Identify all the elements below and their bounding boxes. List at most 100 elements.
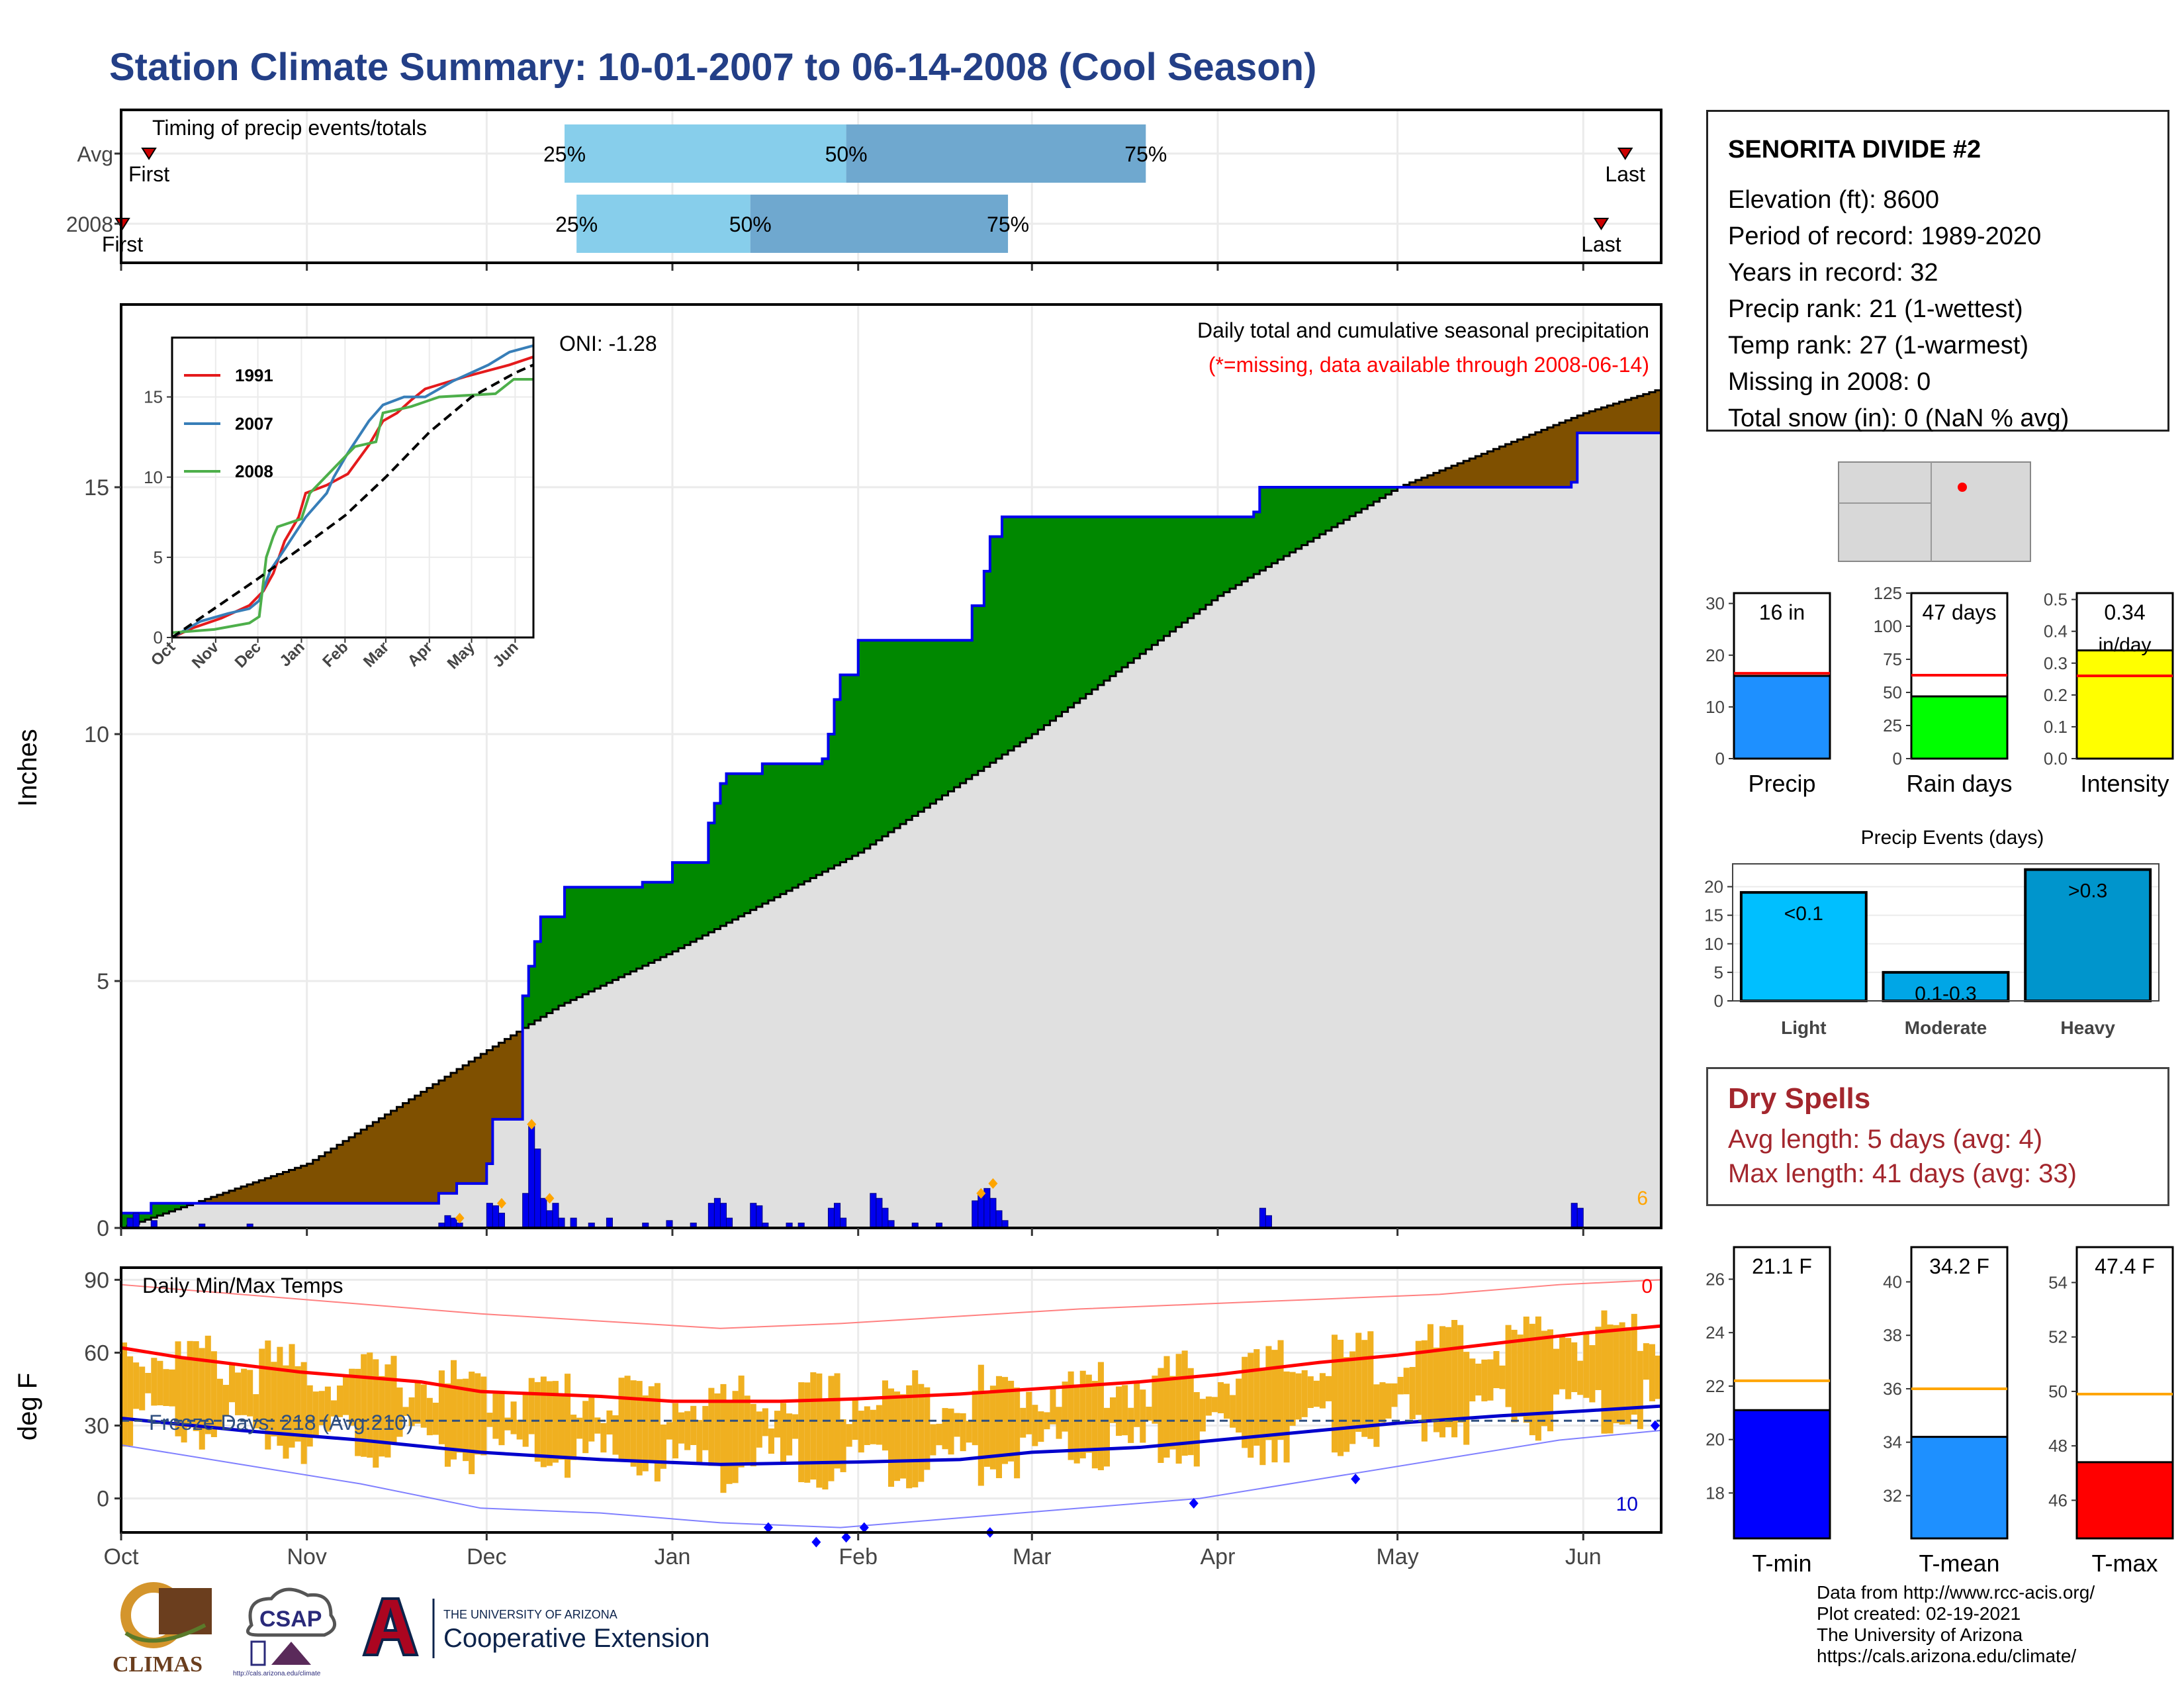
- temp-daily-range-bar: [1265, 1346, 1272, 1440]
- station-precip-rank: Precip rank: 21 (1-wettest): [1728, 295, 2023, 323]
- temp-daily-range-bar: [1643, 1343, 1649, 1380]
- temp-daily-range-bar: [1343, 1357, 1350, 1452]
- temp-daily-range-bar: [1403, 1368, 1410, 1395]
- temp-daily-range-bar: [900, 1394, 907, 1479]
- precip-daily-bar: [558, 1217, 565, 1229]
- temp-daily-range-bar: [1523, 1316, 1529, 1423]
- temp-daily-range-bar: [1205, 1396, 1212, 1416]
- temp-daily-range-bar: [1128, 1407, 1134, 1443]
- precip-title: Daily total and cumulative seasonal prec…: [1197, 318, 1649, 342]
- temp-daily-range-bar: [894, 1391, 901, 1481]
- temp-daily-range-bar: [786, 1413, 793, 1456]
- temp-daily-range-bar: [1338, 1339, 1344, 1456]
- climas-logo: CLIMAS: [113, 1582, 212, 1677]
- temp-daily-range-bar: [300, 1362, 307, 1464]
- rain_days-y-tick-label: 25: [1883, 716, 1902, 735]
- precip-daily-bar: [498, 1213, 505, 1229]
- temp-daily-range-bar: [396, 1387, 403, 1437]
- temp-daily-range-bar: [768, 1428, 774, 1454]
- temp-daily-range-bar: [324, 1386, 331, 1432]
- temps-title: Daily Min/Max Temps: [142, 1274, 343, 1297]
- temp-daily-range-bar: [660, 1424, 666, 1469]
- tmin-y-tick-label: 20: [1706, 1430, 1725, 1450]
- temps-y-tick-label: 60: [84, 1340, 109, 1366]
- temp-daily-range-bar: [1307, 1376, 1314, 1408]
- temp-daily-range-bar: [1409, 1367, 1416, 1419]
- tmax-y-tick-label: 46: [2048, 1490, 2068, 1510]
- precip-daily-bar: [570, 1217, 577, 1229]
- temp-daily-range-bar: [942, 1408, 948, 1450]
- precip-y-tick-label: 10: [84, 722, 109, 747]
- tmean-y-tick-label: 38: [1883, 1325, 1902, 1345]
- temp-daily-range-bar: [1181, 1350, 1188, 1456]
- temp-daily-range-bar: [798, 1382, 805, 1483]
- timing-last-label: Last: [1581, 232, 1621, 256]
- temp-record-low-marker: [1351, 1474, 1361, 1485]
- precip-y-tick-label: 5: [97, 969, 109, 994]
- temp-daily-range-bar: [1050, 1388, 1056, 1425]
- tmax-value-label: 47.4 F: [2095, 1254, 2155, 1278]
- temp-daily-range-bar: [193, 1341, 199, 1431]
- temp-daily-range-bar: [367, 1352, 373, 1458]
- temp-daily-range-bar: [1248, 1352, 1254, 1458]
- temp-daily-range-bar: [1152, 1376, 1158, 1424]
- temp-daily-range-bar: [349, 1368, 355, 1426]
- temp-daily-range-bar: [684, 1411, 691, 1450]
- temp-daily-range-bar: [1589, 1345, 1596, 1403]
- temp-daily-range-bar: [780, 1403, 787, 1463]
- precip-daily-bar: [840, 1217, 847, 1229]
- temp-daily-range-bar: [1116, 1386, 1122, 1436]
- inset-series-line: [171, 363, 534, 639]
- temp-daily-range-bar: [1295, 1373, 1302, 1420]
- temp-daily-range-bar: [708, 1387, 715, 1466]
- temp-daily-range-bar: [336, 1385, 343, 1417]
- temp-daily-range-bar: [181, 1356, 187, 1443]
- temp-daily-range-bar: [978, 1364, 984, 1486]
- events-title: Precip Events (days): [1861, 827, 2044, 849]
- page-title: Station Climate Summary: 10-01-2007 to 0…: [109, 46, 1317, 89]
- temp-daily-range-bar: [636, 1381, 643, 1476]
- temp-daily-range-bar: [948, 1408, 954, 1455]
- precip-daily-bar: [552, 1203, 559, 1229]
- temp-daily-range-bar: [1361, 1340, 1368, 1437]
- temp-daily-range-bar: [486, 1413, 493, 1427]
- climas-logo-text: CLIMAS: [113, 1652, 203, 1677]
- temp-daily-range-bar: [1553, 1348, 1560, 1395]
- temp-daily-range-bar: [222, 1385, 229, 1416]
- intensity-y-tick-label: 0.5: [2044, 590, 2068, 610]
- temp-daily-range-bar: [1283, 1371, 1290, 1463]
- temp-daily-range-bar: [295, 1366, 301, 1442]
- station-info-box: SENORITA DIVIDE #2 Elevation (ft): 8600 …: [1706, 110, 2169, 432]
- precip_total-bar: [1733, 675, 1831, 760]
- tmean-y-tick-label: 36: [1883, 1379, 1902, 1399]
- temp-daily-range-bar: [534, 1382, 541, 1462]
- temp-daily-range-bar: [402, 1407, 409, 1416]
- credit-line: Plot created: 02-19-2021: [1817, 1603, 2021, 1624]
- precip-daily-bar: [492, 1205, 499, 1229]
- temp-daily-range-bar: [696, 1420, 703, 1463]
- inset-y-tick-label: 15: [144, 387, 163, 407]
- temp-daily-range-bar: [1547, 1329, 1554, 1432]
- temp-daily-range-bar: [1499, 1365, 1506, 1389]
- csap-logo-text: CSAP: [259, 1607, 322, 1632]
- precip-daily-bar: [726, 1217, 733, 1229]
- timing-last-marker: [1593, 218, 1610, 230]
- temps-panel-border: [120, 1266, 1662, 1534]
- events-y-tick-label: 20: [1704, 877, 1723, 897]
- temp-daily-range-bar: [1421, 1340, 1428, 1442]
- temp-daily-range-bar: [936, 1423, 942, 1446]
- temp-daily-range-bar: [816, 1373, 823, 1488]
- inset-y-tick-label: 0: [154, 628, 163, 647]
- temp-daily-range-bar: [1103, 1407, 1110, 1467]
- precip-daily-bar: [1265, 1215, 1272, 1229]
- temp-daily-range-bar: [1325, 1376, 1332, 1401]
- temp-daily-range-bar: [1367, 1331, 1374, 1439]
- temp-daily-range-bar: [1625, 1327, 1631, 1425]
- tmax-category-label: T-max: [2091, 1550, 2158, 1577]
- precip-daily-bar: [833, 1203, 841, 1229]
- temps-y-tick-label: 0: [97, 1487, 109, 1512]
- temp-daily-range-bar: [774, 1411, 780, 1438]
- inset-border: [171, 336, 535, 639]
- station-snow: Total snow (in): 0 (NaN % avg): [1728, 404, 2070, 432]
- temp-daily-range-bar: [672, 1403, 679, 1459]
